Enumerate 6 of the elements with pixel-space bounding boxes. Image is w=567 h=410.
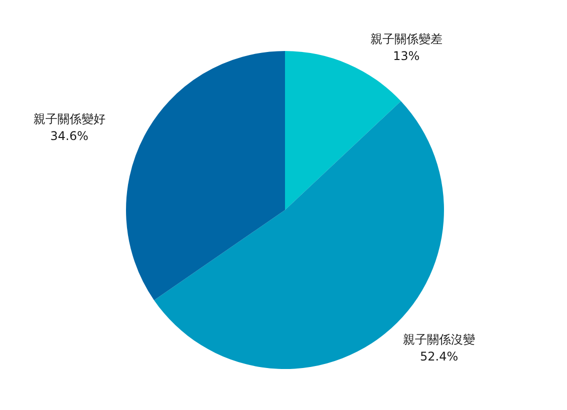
data-label: 13%	[392, 49, 420, 64]
data-label: 52.4%	[420, 349, 458, 364]
slice-label: 親子關係沒變	[403, 332, 476, 346]
slice-label: 親子關係變好	[33, 112, 106, 126]
slice-label: 親子關係變差	[370, 32, 442, 46]
data-label: 34.6%	[50, 129, 88, 144]
